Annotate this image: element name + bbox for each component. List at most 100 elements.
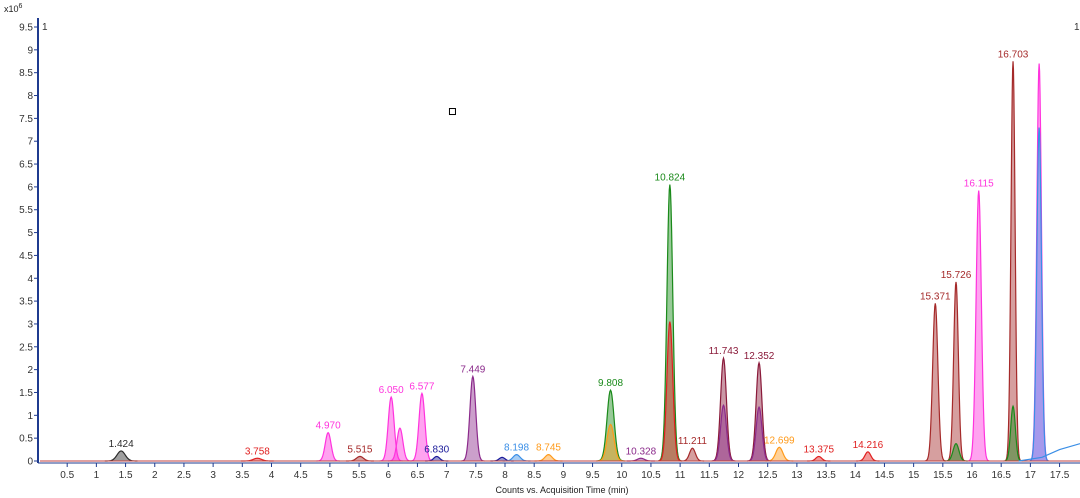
peak-label: 1.424 xyxy=(109,439,134,450)
y-tick-label: 1.5 xyxy=(19,388,33,399)
peak-fill xyxy=(490,457,514,461)
y-tick-label: 6.5 xyxy=(19,160,33,171)
peak-label: 10.328 xyxy=(626,446,657,457)
peak-line xyxy=(968,190,990,462)
peak-line xyxy=(658,184,682,462)
peak-fill xyxy=(765,447,794,461)
peak-fill xyxy=(104,450,138,461)
peak-fill xyxy=(1004,61,1022,461)
peak-line xyxy=(946,281,966,462)
x-tick-label: 9 xyxy=(561,470,567,481)
x-tick-label: 17 xyxy=(1025,470,1037,481)
y-tick-label: 9.5 xyxy=(19,23,33,34)
peak-fill xyxy=(410,393,434,461)
peak-label: 14.216 xyxy=(853,440,884,451)
x-tick-label: 0.5 xyxy=(60,470,74,481)
x-tick-label: 13.5 xyxy=(816,470,836,481)
peak-traces xyxy=(40,61,1080,462)
x-tick-label: 6.5 xyxy=(410,470,424,481)
x-tick-label: 15 xyxy=(908,470,920,481)
x-tick-label: 10 xyxy=(616,470,628,481)
peak-fill xyxy=(379,397,403,461)
peak-label: 15.371 xyxy=(920,291,951,302)
peak-line xyxy=(1004,61,1022,462)
peak-label: 10.824 xyxy=(655,173,686,184)
peak-label: 6.050 xyxy=(379,385,404,396)
y-tick-label: 0.5 xyxy=(19,434,33,445)
y-tick-label: 3.5 xyxy=(19,297,33,308)
peak-fill xyxy=(944,443,968,461)
peak-fill xyxy=(658,321,682,461)
peak-label: 5.515 xyxy=(347,444,372,455)
peak-line xyxy=(747,360,771,462)
peak-label: 16.115 xyxy=(964,179,994,190)
x-tick-label: 6 xyxy=(385,470,391,481)
peak-label: 8.745 xyxy=(536,443,561,454)
x-axis-ticks: 0.5 1 1.5 2 2.5 3 3.5 4 4.5 5 5.5 6 6.5 7 7.5 8 8.5 9 9.5 1… xyxy=(60,463,1070,481)
peak-labels: 1.424 3.758 4.970 5.515 6.050 6.577 6.830 7.449… xyxy=(109,49,1029,457)
peak-line xyxy=(944,442,968,462)
peak-line xyxy=(711,356,736,462)
x-tick-label: 3.5 xyxy=(235,470,249,481)
baseline-drift-trace xyxy=(1018,443,1080,462)
x-tick-label: 12 xyxy=(733,470,745,481)
peak-line xyxy=(658,321,682,462)
peak-fill xyxy=(711,358,736,461)
peak-label: 6.577 xyxy=(409,381,434,392)
peak-fill xyxy=(626,458,655,461)
peak-fill xyxy=(596,424,625,461)
peak-fill xyxy=(461,376,485,461)
peak-fill xyxy=(241,458,274,461)
x-tick-label: 7 xyxy=(444,470,450,481)
axes xyxy=(37,18,1080,464)
drift-line xyxy=(1018,443,1080,462)
peak-line xyxy=(596,423,625,462)
x-tick-label: 4.5 xyxy=(294,470,308,481)
peak-line xyxy=(1029,127,1049,462)
y-tick-label: 7.5 xyxy=(19,114,33,125)
x-tick-label: 1.5 xyxy=(119,470,133,481)
peak-line xyxy=(316,431,340,462)
x-tick-label: 9.5 xyxy=(586,470,600,481)
y-tick-label: 4.5 xyxy=(19,251,33,262)
peak-fill xyxy=(316,432,340,461)
x-tick-label: 16 xyxy=(966,470,978,481)
peak-line xyxy=(596,388,625,462)
peak-fill xyxy=(388,428,412,461)
y-tick-label: 8 xyxy=(27,91,33,102)
x-tick-label: 12.5 xyxy=(758,470,778,481)
x-tick-label: 1 xyxy=(94,470,100,481)
peak-label: 11.211 xyxy=(678,436,708,447)
peak-fill xyxy=(711,405,736,461)
top-right-marker: 1 xyxy=(1074,22,1080,33)
y-scale-base: x10 xyxy=(4,4,19,14)
peak-label: 11.743 xyxy=(709,346,739,357)
peak-fill xyxy=(807,456,831,461)
peak-fill xyxy=(425,456,449,461)
x-tick-label: 10.5 xyxy=(641,470,661,481)
peak-label: 15.726 xyxy=(941,270,972,281)
x-tick-label: 5 xyxy=(327,470,333,481)
y-tick-label: 5 xyxy=(27,228,33,239)
y-axis-ticks: 0 0.5 1 1.5 2 2.5 3 3.5 4 4.5 5 5.5 6 6.5 7 7.5 8 8.5 9 9.5 xyxy=(19,23,38,468)
peak-fill xyxy=(924,303,946,461)
x-tick-label: 11.5 xyxy=(700,470,719,481)
x-tick-label: 2.5 xyxy=(177,470,191,481)
top-left-marker: 1 xyxy=(42,22,48,33)
peak-label: 7.449 xyxy=(460,364,485,375)
peak-label: 4.970 xyxy=(316,421,341,432)
x-tick-label: 16.5 xyxy=(991,470,1011,481)
y-tick-label: 2.5 xyxy=(19,342,33,353)
y-tick-label: 5.5 xyxy=(19,205,33,216)
peak-fill xyxy=(747,407,771,461)
peak-line xyxy=(410,391,434,462)
y-tick-label: 8.5 xyxy=(19,68,33,79)
x-tick-label: 15.5 xyxy=(933,470,953,481)
peak-line xyxy=(379,395,403,462)
peak-fill xyxy=(968,190,990,462)
x-tick-label: 3 xyxy=(210,470,216,481)
x-tick-label: 13 xyxy=(791,470,803,481)
peak-line xyxy=(388,427,412,462)
peak-label: 12.699 xyxy=(764,435,795,446)
